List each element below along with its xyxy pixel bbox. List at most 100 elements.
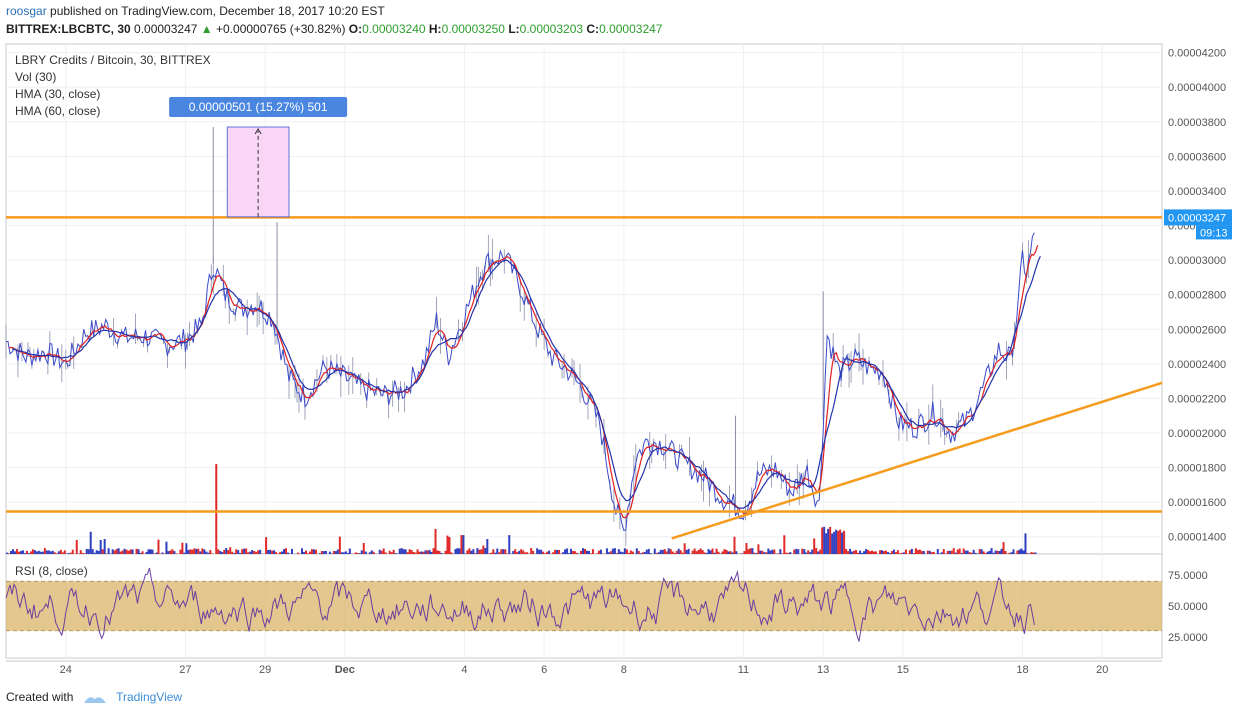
volume-bar [627,552,630,554]
volume-bar [117,548,120,554]
volume-bar [237,550,240,554]
countdown-badge-value: 09:13 [1200,227,1228,239]
volume-bar [43,548,46,554]
volume-bar [420,551,423,554]
volume-bar [942,549,945,554]
high-label: H: [428,22,442,36]
volume-bar [29,551,32,554]
volume-bar [410,550,413,554]
volume-bar [324,550,327,554]
volume-bar [853,550,856,554]
volume-bar [681,552,684,554]
volume-bar [223,549,226,554]
volume-bar [874,551,877,554]
volume-bar [669,549,672,554]
volume-bar [480,549,483,554]
volume-bar [582,548,585,554]
price-tick-label: 0.00001400 [1168,532,1226,544]
volume-bar [65,553,68,554]
volume-bar [663,549,666,554]
drawing-tools[interactable]: 0.00000501 (15.27%) 501 [6,96,1163,540]
volume-bar [697,549,700,554]
volume-bar [320,551,323,554]
measure-label-bg [169,96,348,117]
author-link[interactable]: roosgar [6,4,47,18]
volume-bar [147,549,150,554]
volume-bar [625,549,628,554]
volume-bar [607,552,610,554]
volume-bar [207,552,210,554]
volume-bar [247,552,250,554]
volume-bar [735,551,738,554]
countdown-badge [1196,225,1232,240]
volume-bar [769,550,772,554]
volume-bar [542,551,545,554]
volume-bar [456,548,459,554]
publish-line: roosgar published on TradingView.com, De… [6,4,385,18]
volume-bar [285,548,288,554]
volume-bar [950,550,953,554]
volume-bar [17,551,20,554]
volume-bar [783,535,786,554]
volume-bar [233,553,236,554]
volume-bar [67,553,70,554]
volume-bar [1020,548,1023,554]
volume-bar [500,549,503,554]
volume-bar [257,550,260,554]
last-price-badge-value: 0.00003247 [1168,212,1226,224]
volume-bar [757,544,760,554]
volume-bar [336,549,339,554]
volume-bar [1028,553,1031,554]
volume-bar [685,549,688,554]
price-tick-label: 0.00003400 [1168,186,1226,198]
volume-bar [348,548,351,554]
volume-bar [946,550,949,554]
volume-bar [418,551,421,554]
rsi-tick-label: 50.0000 [1168,601,1208,613]
volume-bar [562,552,565,554]
time-tick-label: 6 [541,664,547,676]
volume-bar [721,551,724,554]
tradingview-link[interactable]: TradingView [116,690,183,704]
volume-bar [103,539,106,554]
volume-bar [902,552,905,554]
legend-hma60[interactable]: HMA (60, close) [15,104,101,118]
legend-hma30[interactable]: HMA (30, close) [15,87,101,101]
volume-bar [570,548,573,554]
volume-bar [998,551,1001,554]
volume-bar [390,552,393,554]
volume-bar [703,552,706,554]
volume-bar [585,550,588,554]
volume-bars [6,464,1037,554]
volume-bar [332,550,335,554]
chart-canvas[interactable]: 0.00000501 (15.27%) 501 0.00004200 0.0000… [0,42,1239,688]
volume-bar [119,551,122,554]
volume-bar [619,551,622,554]
volume-bar [494,552,497,554]
volume-bar [994,550,997,554]
volume-bar [1004,551,1007,554]
volume-bar [416,549,419,554]
legend-rsi[interactable]: RSI (8, close) [15,564,88,578]
volume-bar [37,550,40,554]
volume-bar [532,550,535,554]
volume-bar [149,549,152,554]
volume-bar [522,550,525,554]
time-tick-label: 18 [1016,664,1028,676]
volume-bar [546,551,549,554]
volume-bar [165,541,168,554]
volume-bar [167,551,170,554]
legend-volume[interactable]: Vol (30) [15,70,57,84]
volume-bar [382,548,385,554]
volume-bar [121,550,124,554]
volume-bar [731,552,734,554]
volume-bar [95,550,98,554]
chart-title: LBRY Credits / Bitcoin, 30, BITTREX [15,53,211,67]
volume-bar [1012,549,1015,554]
volume-bar [15,549,18,554]
price-tick-label: 0.00003600 [1168,151,1226,163]
high-value: 0.00003250 [441,22,505,36]
volume-bar [334,551,337,554]
volume-bar [346,552,349,554]
volume-bar [974,552,977,554]
